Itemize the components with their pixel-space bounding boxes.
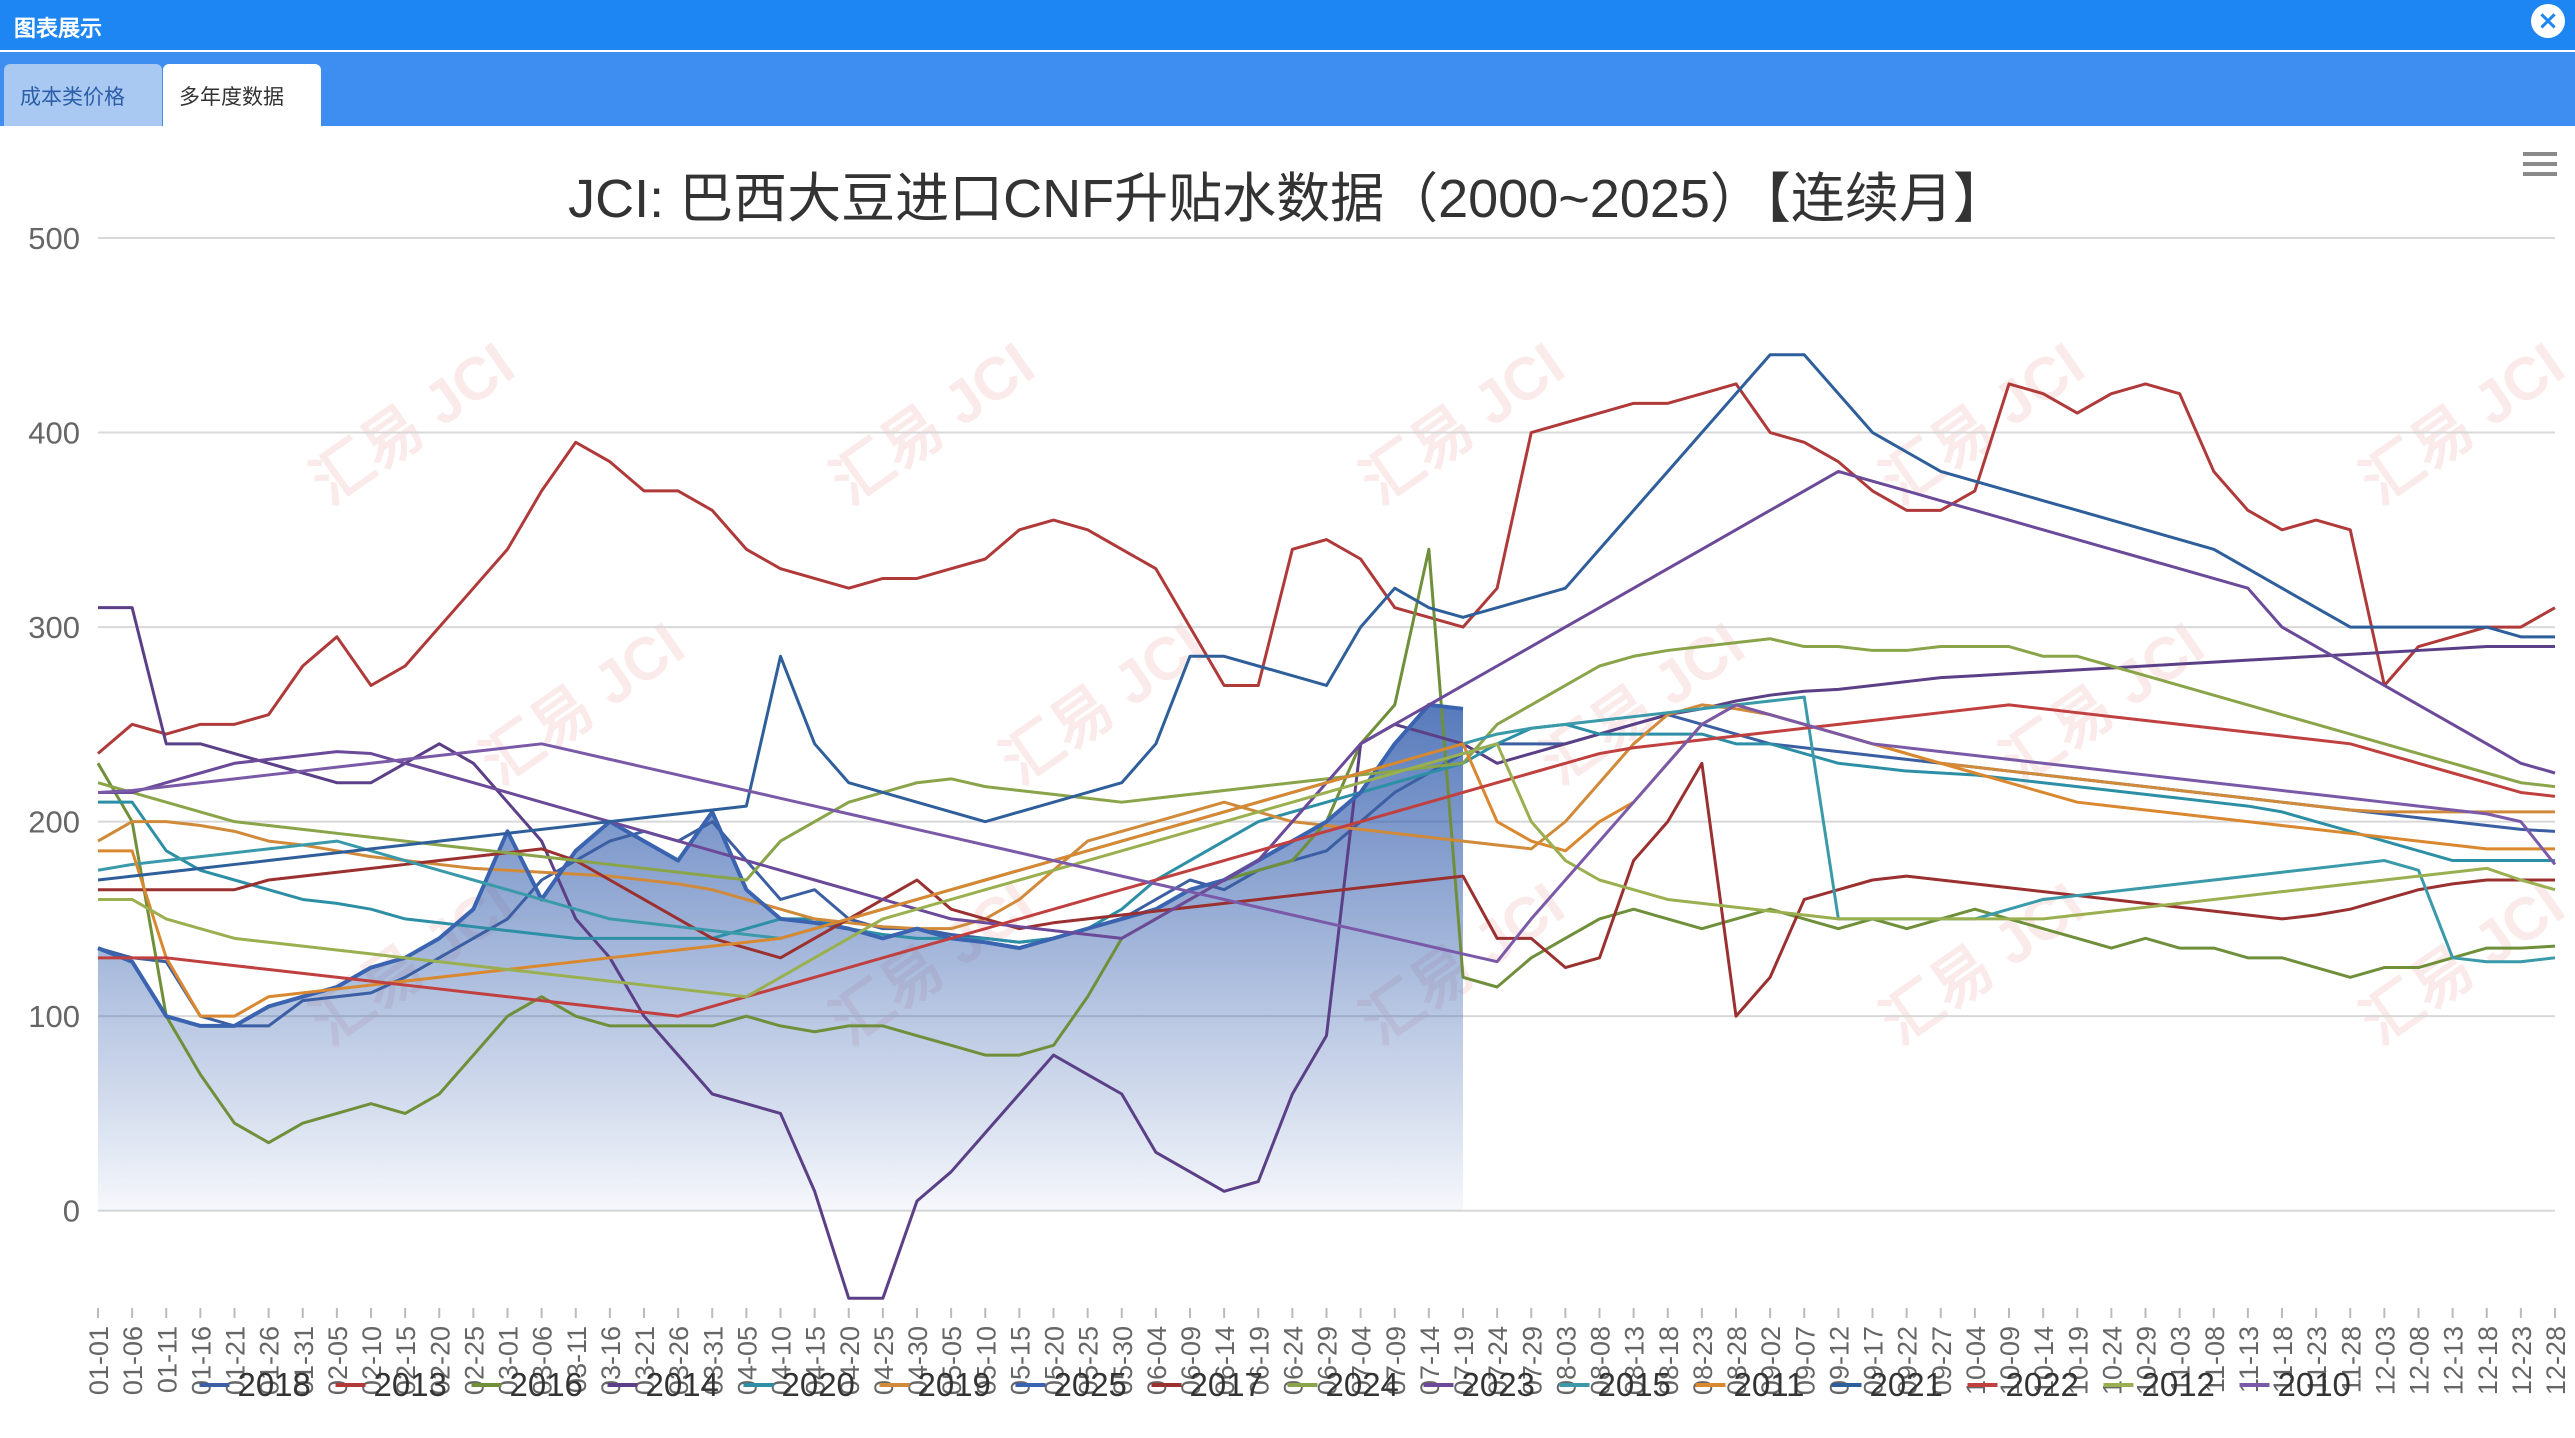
- x-tick-label: 09-22: [1893, 1326, 1923, 1395]
- x-tick-label: 11-08: [2200, 1326, 2230, 1393]
- y-tick-label: 200: [28, 805, 80, 840]
- legend-label-2020: 2020: [782, 1366, 855, 1403]
- watermark: 汇易 JCI: [299, 330, 526, 517]
- x-tick-label: 01-26: [255, 1326, 285, 1395]
- x-tick-label: 12-18: [2473, 1326, 2503, 1395]
- watermark: 汇易 JCI: [2349, 870, 2575, 1057]
- legend-label-2022: 2022: [2006, 1366, 2079, 1403]
- x-tick-label: 05-05: [937, 1326, 967, 1395]
- y-tick-label: 500: [28, 221, 80, 256]
- line-chart: 汇易 JCI 汇易 JCI 汇易 JCI 汇易 JCI 汇易 JCI 汇易 JCI 汇易 J…: [28, 221, 2575, 1403]
- legend-label-2014: 2014: [646, 1366, 719, 1403]
- x-tick-label: 08-08: [1586, 1326, 1616, 1395]
- x-tick-label: 08-18: [1654, 1326, 1684, 1395]
- x-tick-label: 09-02: [1756, 1326, 1786, 1395]
- watermark: 汇易 JCI: [2349, 330, 2575, 517]
- x-tick-label: 03-31: [698, 1326, 728, 1395]
- watermark: 汇易 JCI: [819, 330, 1046, 517]
- x-tick-label: 07-09: [1381, 1326, 1411, 1395]
- x-tick-label: 02-20: [425, 1326, 455, 1395]
- chart-container: JCI: 巴西大豆进口CNF升贴水数据（2000~2025）【连续月】 汇易 J…: [0, 126, 2575, 1438]
- window-titlebar: 图表展示 ×: [0, 0, 2575, 50]
- legend-label-2012: 2012: [2142, 1366, 2215, 1403]
- tab-cost-prices[interactable]: 成本类价格: [4, 64, 162, 126]
- legend-label-2013: 2013: [374, 1366, 447, 1403]
- x-tick-label: 04-15: [801, 1326, 831, 1395]
- x-tick-label: 02-15: [391, 1326, 421, 1395]
- tab-multi-year-data[interactable]: 多年度数据: [163, 64, 321, 126]
- legend-label-2010: 2010: [2278, 1366, 2351, 1403]
- watermark: 汇易 JCI: [1349, 330, 1576, 517]
- series-line-2021: [97, 353, 2555, 882]
- y-tick-label: 400: [28, 416, 80, 451]
- x-tick-label: 07-19: [1449, 1326, 1479, 1395]
- x-tick-label: 01-01: [84, 1326, 114, 1395]
- y-tick-label: 100: [28, 999, 80, 1034]
- x-tick-label: 12-13: [2439, 1326, 2469, 1395]
- x-tick-label: 09-17: [1859, 1326, 1889, 1395]
- x-tick-label: 08-28: [1722, 1326, 1752, 1395]
- series-line-2022: [98, 703, 2556, 1018]
- legend-label-2025: 2025: [1054, 1366, 1127, 1403]
- series-line-2024: [97, 637, 2556, 882]
- legend-label-2011: 2011: [1734, 1366, 1805, 1403]
- watermark: 汇易 JCI: [469, 610, 696, 797]
- x-tick-label: 09-07: [1790, 1326, 1820, 1395]
- x-tick-label: 12-23: [2507, 1326, 2537, 1395]
- x-tick-label: 12-03: [2370, 1326, 2400, 1395]
- legend-label-2018: 2018: [238, 1366, 311, 1403]
- legend-label-2024: 2024: [1326, 1366, 1399, 1403]
- y-tick-label: 300: [28, 610, 80, 645]
- series-line-2020: [98, 722, 2555, 944]
- series-line-2014: [98, 606, 2555, 1300]
- watermark: 汇易 JCI: [989, 610, 1216, 797]
- legend-label-2015: 2015: [1598, 1366, 1671, 1403]
- x-tick-label: 05-10: [971, 1326, 1001, 1395]
- x-tick-label: 10-09: [1995, 1326, 2025, 1395]
- x-tick-label: 03-26: [664, 1326, 694, 1395]
- x-tick-label: 05-25: [1074, 1326, 1104, 1395]
- x-tick-label: 05-30: [1108, 1326, 1138, 1395]
- series-line-2019: [97, 703, 2555, 931]
- legend-label-2023: 2023: [1462, 1366, 1535, 1403]
- legend-label-2017: 2017: [1190, 1366, 1263, 1403]
- x-tick-label: 01-11: [152, 1326, 182, 1393]
- x-tick-label: 12-28: [2541, 1326, 2571, 1395]
- chart-title: JCI: 巴西大豆进口CNF升贴水数据（2000~2025）【连续月】: [568, 169, 2007, 229]
- x-tick-label: 11-23: [2302, 1326, 2332, 1393]
- legend-label-2021: 2021: [1870, 1366, 1943, 1403]
- x-tick-label: 01-06: [118, 1326, 148, 1395]
- window-title: 图表展示: [14, 16, 103, 42]
- series-line-2010: [97, 703, 2557, 964]
- series-line-2012: [98, 742, 2556, 999]
- x-tick-label: 10-14: [2029, 1326, 2059, 1395]
- x-tick-label: 01-31: [289, 1326, 319, 1395]
- x-tick-label: 07-24: [1483, 1326, 1513, 1395]
- x-tick-label: 11-13: [2234, 1326, 2264, 1393]
- x-tick-label: 08-13: [1620, 1326, 1650, 1395]
- x-tick-label: 06-14: [1210, 1326, 1240, 1395]
- legend-label-2016: 2016: [510, 1366, 583, 1403]
- x-tick-label: 10-29: [2132, 1326, 2162, 1395]
- x-tick-label: 03-11: [562, 1326, 592, 1393]
- x-tick-label: 04-20: [835, 1326, 865, 1395]
- x-tick-label: 11-03: [2166, 1326, 2196, 1393]
- x-tick-label: 11-18: [2268, 1326, 2298, 1393]
- close-icon[interactable]: ×: [2531, 4, 2565, 38]
- x-tick-label: 07-29: [1517, 1326, 1547, 1395]
- x-tick-label: 07-04: [1347, 1326, 1377, 1395]
- x-tick-label: 06-19: [1244, 1326, 1274, 1395]
- x-tick-label: 12-08: [2405, 1326, 2435, 1395]
- tab-bar: 成本类价格 多年度数据: [0, 52, 2575, 126]
- hamburger-menu-icon[interactable]: [2523, 152, 2557, 178]
- x-tick-label: 09-27: [1927, 1326, 1957, 1395]
- series-line-2013: [97, 382, 2556, 755]
- y-tick-label: 0: [63, 1194, 80, 1229]
- x-tick-label: 03-06: [528, 1326, 558, 1395]
- legend-label-2019: 2019: [918, 1366, 991, 1403]
- x-tick-label: 11-28: [2336, 1326, 2366, 1393]
- x-tick-label: 10-19: [2063, 1326, 2093, 1395]
